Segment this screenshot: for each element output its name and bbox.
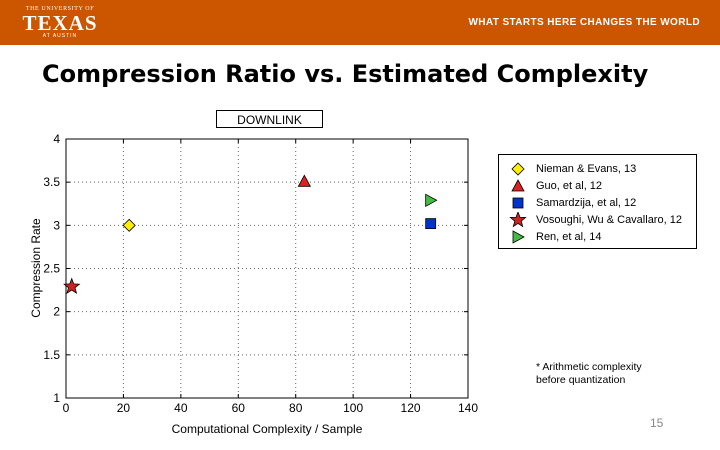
data-point-star xyxy=(63,277,81,295)
header-bar: THE UNIVERSITY OF TEXAS AT AUSTIN WHAT S… xyxy=(0,0,720,45)
footnote-line-1: * Arithmetic complexity xyxy=(536,361,642,373)
tagline: WHAT STARTS HERE CHANGES THE WORLD xyxy=(468,17,700,28)
x-tick-label: 100 xyxy=(343,401,363,415)
y-tick-label: 3.5 xyxy=(43,175,60,189)
legend-marker-triangle-up xyxy=(511,179,525,192)
legend-marker-triangle-right xyxy=(512,230,525,244)
legend-entry-label: Nieman & Evans, 13 xyxy=(536,163,637,175)
logo-top-text: THE UNIVERSITY OF xyxy=(25,6,95,12)
legend-marker-diamond xyxy=(511,162,525,176)
grid-lines xyxy=(66,139,468,398)
legend: Nieman & Evans, 13 Guo, et al, 12 Samardzi… xyxy=(498,154,697,249)
slide-title: Compression Ratio vs. Estimated Complexi… xyxy=(42,60,649,88)
legend-marker-shape xyxy=(511,179,525,192)
legend-entry-label: Ren, et al, 14 xyxy=(536,231,602,243)
x-tick-label: 80 xyxy=(289,401,303,415)
x-tick-label: 0 xyxy=(63,401,70,415)
legend-marker-square xyxy=(512,197,524,209)
x-tick-label: 60 xyxy=(232,401,246,415)
university-logo[interactable]: THE UNIVERSITY OF TEXAS AT AUSTIN xyxy=(20,6,100,40)
legend-marker-star xyxy=(509,212,527,228)
legend-marker-shape xyxy=(512,230,525,244)
data-point-triangle-right xyxy=(425,193,438,207)
legend-entry-label: Samardzija, et al, 12 xyxy=(536,197,637,209)
legend-marker-shape xyxy=(511,162,525,176)
y-axis-label: Compression Rate xyxy=(29,218,43,318)
legend-entry-label: Vosoughi, Wu & Cavallaro, 12 xyxy=(536,214,682,226)
data-point-triangle-up xyxy=(297,174,312,187)
x-tick-label: 40 xyxy=(174,401,188,415)
data-markers xyxy=(63,174,438,295)
legend-marker-shape xyxy=(509,212,527,228)
footnote: * Arithmetic complexity before quantizat… xyxy=(536,361,642,387)
x-tick-label: 140 xyxy=(458,401,478,415)
page-number: 15 xyxy=(650,416,664,430)
x-tick-label: 20 xyxy=(117,401,131,415)
legend-marker-shape xyxy=(512,197,524,209)
footnote-line-2: before quantization xyxy=(536,374,626,386)
logo-main-text: TEXAS xyxy=(22,11,98,35)
y-tick-label: 4 xyxy=(53,132,60,146)
data-point-square xyxy=(425,218,437,230)
x-axis-label: Computational Complexity / Sample xyxy=(171,422,363,436)
legend-entry-label: Guo, et al, 12 xyxy=(536,180,603,192)
y-tick-label: 3 xyxy=(53,218,60,232)
axis-ticks: 0 20 40 60 80 100 120 140 1 1.5 2 2.5 3 3.5 4 xyxy=(43,132,478,415)
x-tick-label: 120 xyxy=(401,401,421,415)
data-point-diamond xyxy=(122,218,136,232)
y-tick-label: 2 xyxy=(53,305,60,319)
y-tick-label: 1.5 xyxy=(43,348,60,362)
y-tick-label: 1 xyxy=(53,391,60,405)
y-tick-label: 2.5 xyxy=(43,262,60,276)
logo-bottom-text: AT AUSTIN xyxy=(42,33,78,39)
chart-title: DOWNLINK xyxy=(216,110,323,128)
